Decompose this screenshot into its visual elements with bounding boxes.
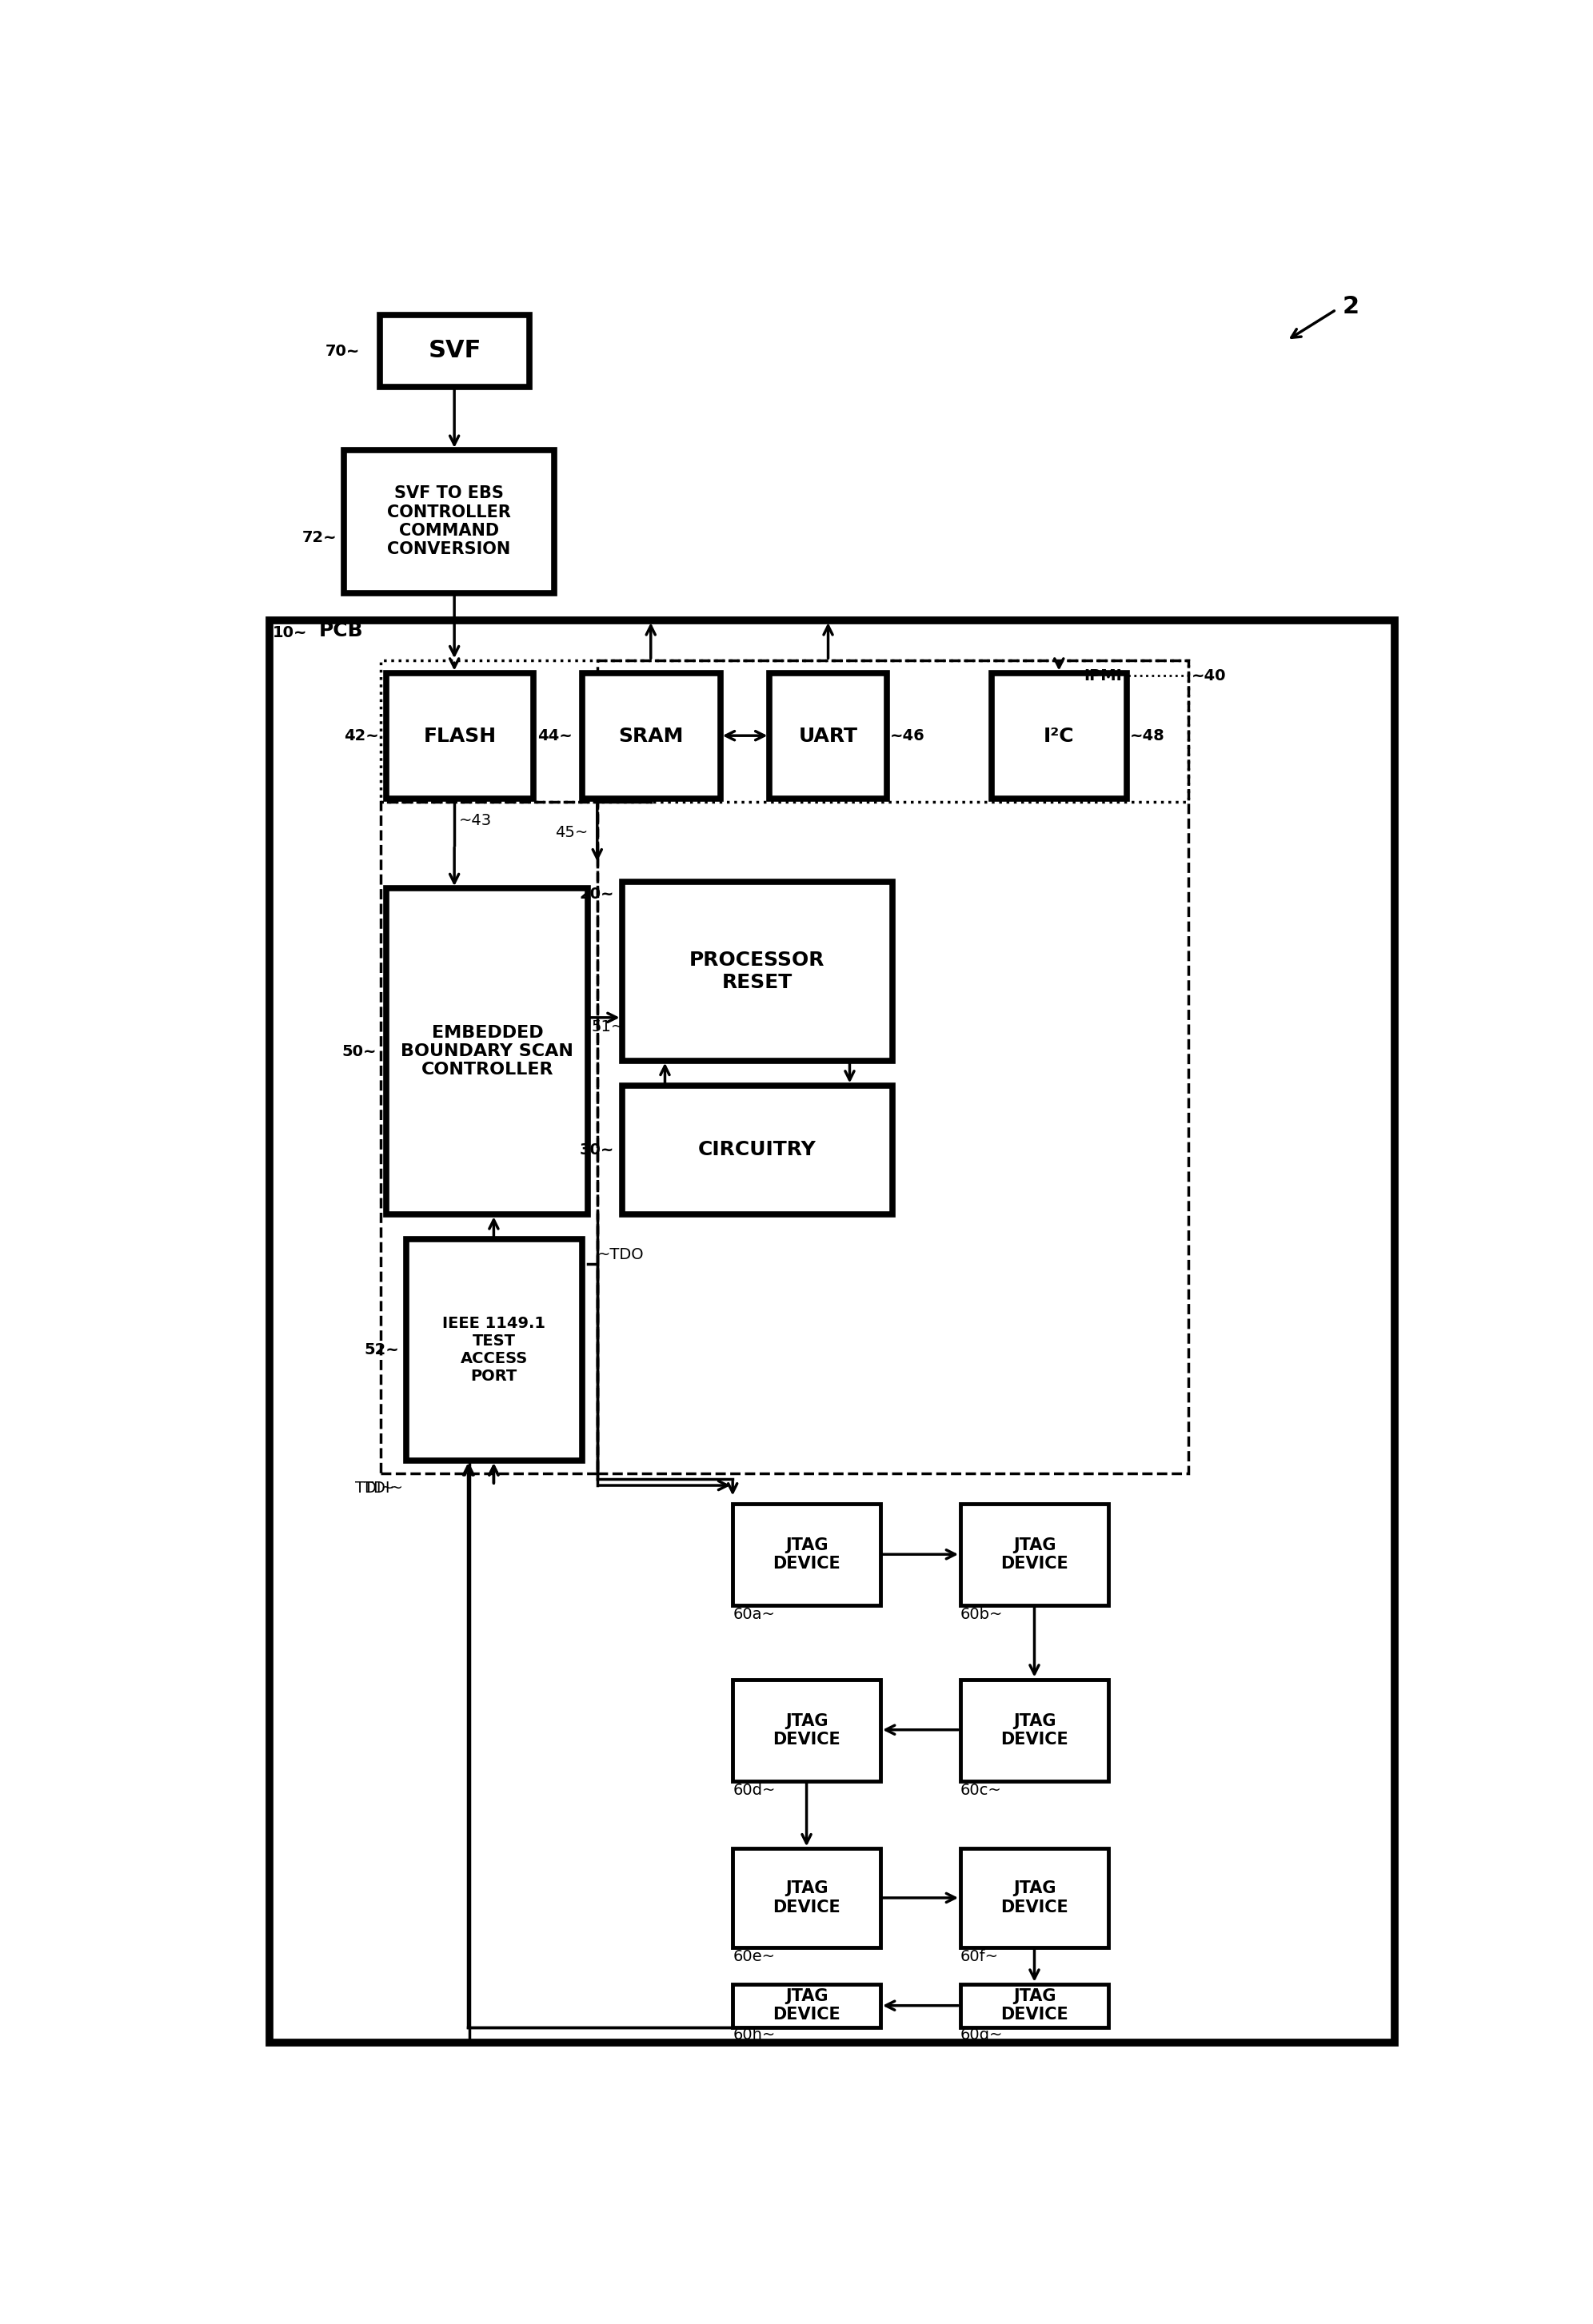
- Text: 60b~: 60b~: [961, 1608, 1004, 1622]
- Text: 60e~: 60e~: [733, 1950, 776, 1964]
- Text: 20~: 20~: [580, 888, 615, 902]
- Bar: [269, 621, 1394, 2043]
- Bar: [387, 888, 588, 1215]
- Text: 52~: 52~: [363, 1343, 398, 1357]
- Text: ~48: ~48: [1129, 727, 1164, 744]
- Bar: [961, 1985, 1109, 2027]
- Text: 44~: 44~: [537, 727, 572, 744]
- Bar: [581, 674, 720, 799]
- Text: 2: 2: [1343, 295, 1359, 318]
- Text: 60d~: 60d~: [733, 1783, 776, 1799]
- Text: UART: UART: [798, 727, 857, 746]
- Text: 70~: 70~: [325, 344, 360, 360]
- Text: FLASH: FLASH: [424, 727, 497, 746]
- Bar: [733, 1504, 881, 1606]
- Text: 60c~: 60c~: [961, 1783, 1002, 1799]
- Text: TDI~: TDI~: [355, 1480, 393, 1497]
- Text: JTAG
DEVICE: JTAG DEVICE: [773, 1713, 841, 1748]
- Text: 60h~: 60h~: [733, 2027, 776, 2043]
- Bar: [406, 1239, 581, 1462]
- Bar: [961, 1848, 1109, 1948]
- Text: PROCESSOR
RESET: PROCESSOR RESET: [690, 951, 825, 992]
- Bar: [381, 802, 597, 1473]
- Text: CIRCUITRY: CIRCUITRY: [698, 1141, 817, 1160]
- Bar: [733, 1985, 881, 2027]
- Text: I²C: I²C: [1043, 727, 1074, 746]
- Text: TDI~: TDI~: [365, 1480, 403, 1497]
- Bar: [733, 1848, 881, 1948]
- Text: JTAG
DEVICE: JTAG DEVICE: [1000, 1989, 1069, 2022]
- Text: PCB: PCB: [319, 621, 363, 641]
- Text: 60f~: 60f~: [961, 1950, 999, 1964]
- Bar: [733, 1680, 881, 1780]
- Bar: [344, 451, 554, 593]
- Text: SVF TO EBS
CONTROLLER
COMMAND
CONVERSION: SVF TO EBS CONTROLLER COMMAND CONVERSION: [387, 486, 511, 558]
- Text: 30~: 30~: [580, 1143, 615, 1157]
- Text: JTAG
DEVICE: JTAG DEVICE: [1000, 1713, 1069, 1748]
- Bar: [991, 674, 1126, 799]
- Bar: [381, 660, 1188, 802]
- Text: 72~: 72~: [303, 530, 338, 546]
- Text: IEEE 1149.1
TEST
ACCESS
PORT: IEEE 1149.1 TEST ACCESS PORT: [443, 1315, 546, 1385]
- Bar: [961, 1680, 1109, 1780]
- Bar: [961, 1504, 1109, 1606]
- Text: JTAG
DEVICE: JTAG DEVICE: [773, 1989, 841, 2022]
- Text: 60a~: 60a~: [733, 1608, 774, 1622]
- Text: EMBEDDED
BOUNDARY SCAN
CONTROLLER: EMBEDDED BOUNDARY SCAN CONTROLLER: [401, 1025, 573, 1078]
- Text: JTAG
DEVICE: JTAG DEVICE: [1000, 1538, 1069, 1571]
- Text: JTAG
DEVICE: JTAG DEVICE: [1000, 1880, 1069, 1915]
- Bar: [769, 674, 887, 799]
- Bar: [387, 674, 534, 799]
- Bar: [621, 883, 892, 1060]
- Text: JTAG
DEVICE: JTAG DEVICE: [773, 1538, 841, 1571]
- Text: 60g~: 60g~: [961, 2027, 1004, 2043]
- Text: 51~: 51~: [591, 1020, 624, 1034]
- Text: SRAM: SRAM: [618, 727, 683, 746]
- Text: IPMI: IPMI: [1083, 669, 1121, 683]
- Text: 42~: 42~: [344, 727, 379, 744]
- Text: JTAG
DEVICE: JTAG DEVICE: [773, 1880, 841, 1915]
- Text: ~40: ~40: [1192, 669, 1227, 683]
- Text: ~46: ~46: [889, 727, 924, 744]
- Text: 50~: 50~: [342, 1043, 378, 1060]
- Bar: [379, 314, 529, 386]
- Text: ~TDO: ~TDO: [597, 1248, 644, 1262]
- Text: 45~: 45~: [554, 825, 588, 841]
- Text: SVF: SVF: [429, 339, 481, 363]
- Text: ~43: ~43: [459, 813, 492, 827]
- Bar: [621, 1085, 892, 1215]
- Text: 10~: 10~: [272, 625, 307, 641]
- Bar: [597, 660, 1188, 1473]
